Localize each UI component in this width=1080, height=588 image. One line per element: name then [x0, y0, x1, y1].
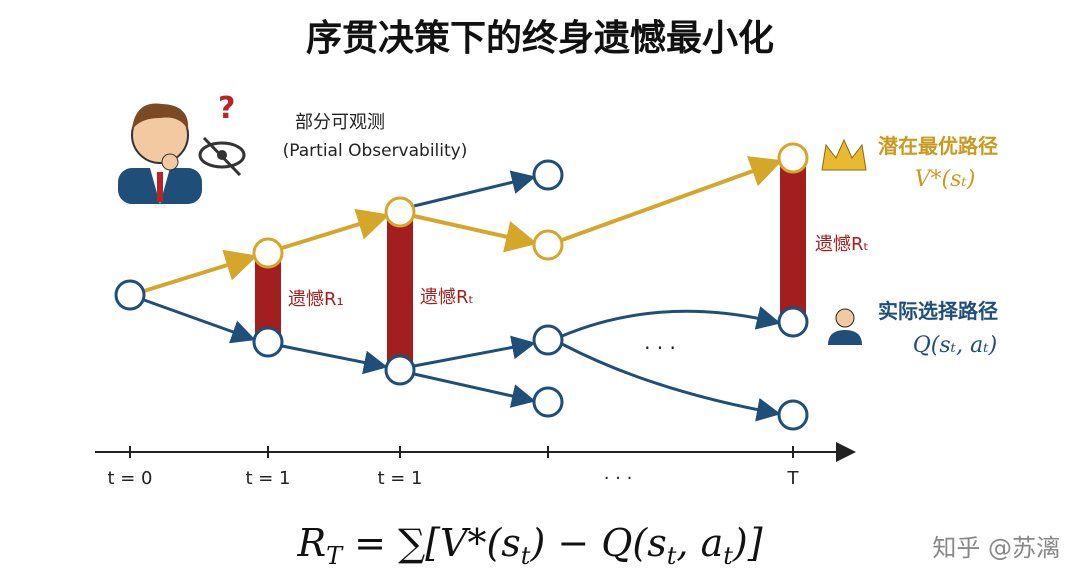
thinking-person: ?	[118, 91, 246, 204]
optimal-path-formula: V*(sₜ)	[915, 167, 976, 192]
formula-part: = ∑[V*(s	[342, 521, 521, 565]
regret-label: 遗憾Rₜ	[815, 234, 869, 255]
time-label: t = 1	[377, 468, 422, 489]
nodes	[114, 142, 809, 431]
actual-path-label: 实际选择路径	[878, 299, 998, 323]
formula-part: )]	[732, 521, 763, 565]
watermark: 知乎 @苏漓	[932, 534, 1060, 562]
formula-part: ) − Q(s	[529, 521, 666, 565]
regret-label: 遗憾R₁	[288, 289, 344, 310]
crown-icon	[821, 138, 867, 171]
formula-part: t	[723, 542, 733, 570]
formula-part: , a	[676, 521, 723, 565]
paths	[143, 156, 783, 422]
time-label: t = 0	[107, 468, 152, 489]
time-label: t = 1	[245, 468, 290, 489]
time-label: · · ·	[604, 468, 633, 489]
formula-part: t	[521, 542, 531, 570]
observability-label-en: (Partial Observability)	[283, 141, 468, 161]
person-icon	[828, 308, 862, 345]
regret-label: 遗憾Rₜ	[420, 287, 474, 308]
title: 序贯决策下的终身遗憾最小化	[306, 18, 774, 59]
timeline	[95, 442, 856, 462]
svg-text:?: ?	[218, 91, 235, 126]
formula: RT = ∑[V*(st) − Q(st, at)]	[296, 521, 762, 570]
regret-bars	[255, 158, 806, 370]
formula-part: t	[667, 542, 677, 570]
formula-part: R	[296, 521, 326, 565]
time-label: T	[787, 468, 800, 489]
formula-part: T	[326, 542, 344, 570]
observability-label: 部分可观测	[295, 112, 385, 133]
optimal-path-label: 潜在最优路径	[878, 134, 998, 158]
ellipsis: · · ·	[644, 336, 676, 360]
actual-path-formula: Q(sₜ, aₜ)	[913, 333, 997, 358]
